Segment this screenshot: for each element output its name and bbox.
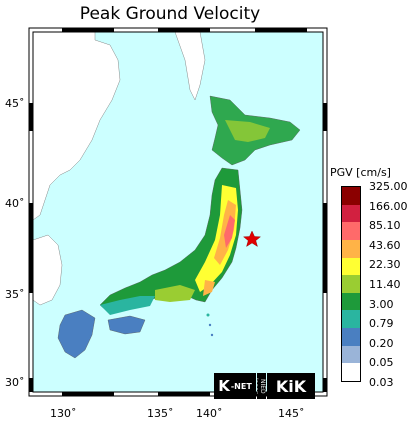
legend-label: 325.00 xyxy=(369,180,408,193)
lon-label: 140˚ xyxy=(196,407,223,420)
legend-label: 0.79 xyxy=(369,317,394,331)
kyushu xyxy=(57,309,96,359)
legend-color-swatch xyxy=(342,275,360,293)
legend-label: 85.10 xyxy=(369,219,401,233)
legend-color-swatch xyxy=(342,292,360,311)
legend-color-swatch xyxy=(342,239,360,258)
legend-color-swatch xyxy=(342,187,360,205)
lon-label: 135˚ xyxy=(147,407,174,420)
legend-label: 166.00 xyxy=(369,199,408,213)
asia-mainland xyxy=(32,31,121,221)
legend-color-swatch xyxy=(342,345,360,364)
knet-logo-main: K xyxy=(218,377,230,395)
lat-label: 35˚ xyxy=(5,288,25,301)
legend-color-swatch xyxy=(342,257,360,276)
lat-label: 45˚ xyxy=(5,97,25,110)
legend-label: 3.00 xyxy=(369,297,394,311)
map-title: Peak Ground Velocity xyxy=(79,4,261,24)
knet-logo-small: -NET xyxy=(230,381,252,391)
legend-label: 0.20 xyxy=(369,336,394,350)
lon-label: 145˚ xyxy=(278,407,305,420)
legend-label: 22.30 xyxy=(369,258,401,272)
legend-color-swatch xyxy=(342,204,360,223)
kik-logo: KiK xyxy=(267,373,315,399)
red-star-icon xyxy=(242,230,262,247)
legend-colorbar xyxy=(341,186,361,382)
korea-peninsula xyxy=(32,234,63,306)
legend-title: PGV [cm/s] xyxy=(330,166,391,179)
knet-logo: K -NET xyxy=(214,373,256,399)
legend-label: 0.05 xyxy=(369,356,394,370)
legend-color-swatch xyxy=(342,328,360,346)
lat-label: 40˚ xyxy=(5,197,25,210)
legend-color-swatch xyxy=(342,222,360,240)
lon-label: 130˚ xyxy=(50,407,77,420)
lat-label: 30˚ xyxy=(5,376,25,389)
sakhalin xyxy=(174,31,206,101)
legend-color-swatch xyxy=(342,363,360,381)
legend-label: 43.60 xyxy=(369,238,401,252)
legend-label: 0.03 xyxy=(369,376,394,389)
legend-color-swatch xyxy=(342,310,360,328)
nied-logo: NIED Japan xyxy=(257,373,266,399)
legend-label: 11.40 xyxy=(369,278,401,291)
shikoku xyxy=(107,315,146,335)
